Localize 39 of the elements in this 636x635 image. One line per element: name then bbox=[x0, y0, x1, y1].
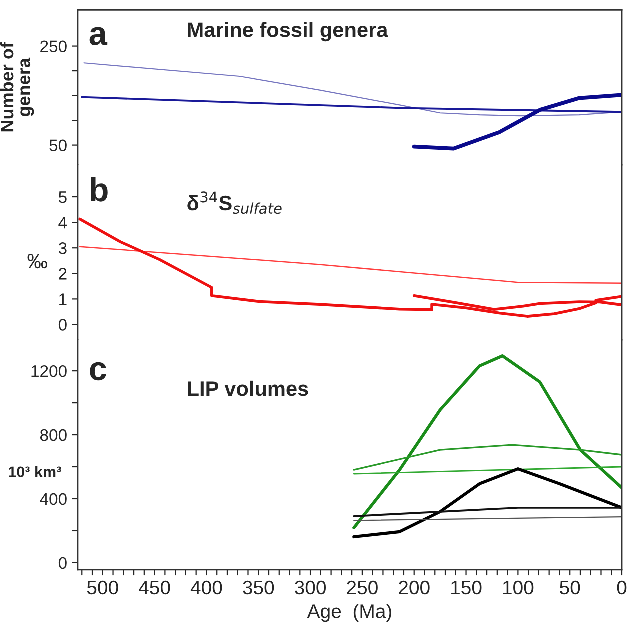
annotation: LIP volumes bbox=[188, 380, 308, 396]
annotation: c bbox=[90, 362, 106, 381]
line-series bbox=[79, 246, 622, 284]
annotation: b bbox=[91, 177, 108, 202]
x-axis-title: Age (Ma) bbox=[307, 604, 392, 622]
x-tick-label: 50 bbox=[560, 580, 580, 595]
line-series bbox=[352, 354, 622, 530]
y-tick-label: 4 bbox=[58, 217, 68, 229]
x-tick-label: 200 bbox=[399, 580, 430, 595]
y-tick-label: 800 bbox=[40, 429, 67, 442]
annotation: δ$^{34}$S$_{sulfate}$ bbox=[188, 192, 282, 214]
y-tick-label: 400 bbox=[40, 493, 67, 506]
y-axis-title: ‰ bbox=[28, 254, 48, 269]
y-tick-label: 50 bbox=[50, 140, 67, 152]
annotation: Marine fossil genera bbox=[188, 22, 388, 42]
y-tick-label: 2 bbox=[59, 268, 67, 280]
x-tick-label: 450 bbox=[139, 580, 170, 595]
x-tick-label: 350 bbox=[243, 580, 274, 595]
line-series bbox=[353, 444, 622, 471]
line-series bbox=[352, 468, 622, 539]
x-tick-label: 100 bbox=[503, 580, 534, 595]
line-series bbox=[78, 218, 622, 318]
x-tick-label: 150 bbox=[452, 580, 482, 595]
y-tick-label: 1200 bbox=[32, 365, 67, 378]
x-tick-label: 500 bbox=[87, 580, 118, 595]
x-tick-label: 300 bbox=[295, 580, 326, 595]
y-tick-label: 1 bbox=[60, 294, 67, 306]
x-tick-label: 0 bbox=[617, 580, 627, 595]
annotation: a bbox=[90, 27, 108, 46]
x-tick-label: 400 bbox=[190, 580, 222, 595]
y-tick-label: 250 bbox=[40, 40, 67, 52]
x-tick-label: 250 bbox=[347, 580, 378, 595]
line-series bbox=[412, 93, 622, 151]
y-tick-label: 3 bbox=[58, 242, 67, 254]
y-tick-label: 0 bbox=[58, 319, 67, 331]
y-axis-title: Number of genera bbox=[0, 42, 34, 132]
y-tick-label: 5 bbox=[58, 192, 67, 204]
y-tick-label: 0 bbox=[58, 557, 67, 570]
y-axis-title: 10³ km³ bbox=[9, 466, 62, 478]
